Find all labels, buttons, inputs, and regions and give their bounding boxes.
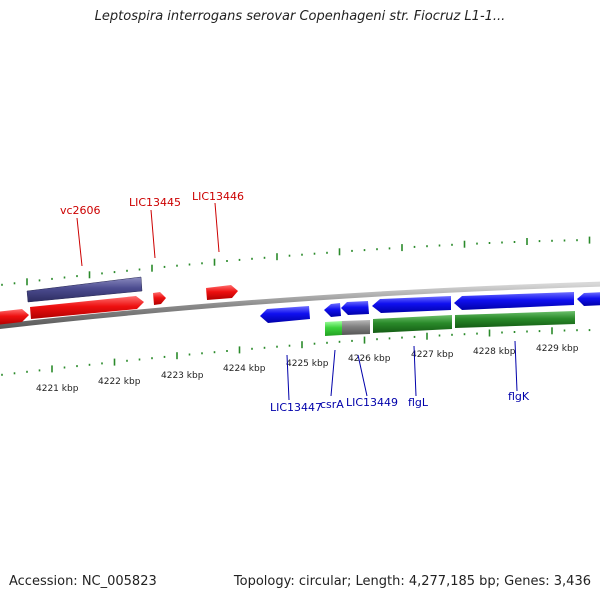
gene-label-lic13447[interactable]: LIC13447: [270, 401, 322, 414]
gene-label-csra[interactable]: csrA: [320, 398, 344, 411]
genome-backbone: [0, 281, 600, 329]
gene-arrow-reverse[interactable]: [372, 296, 451, 313]
position-label: 4222 kbp: [98, 377, 141, 387]
outer-position-ticks: [1, 236, 591, 286]
gene-arrow-forward[interactable]: [206, 285, 238, 300]
accession-text: Accession: NC_005823: [9, 574, 157, 589]
reverse-gene-labels: LIC13447 csrA LIC13449 flgL flgK: [270, 390, 530, 414]
gene-label-flgk[interactable]: flgK: [508, 390, 530, 403]
position-label: 4229 kbp: [536, 344, 579, 354]
position-label: 4228 kbp: [473, 347, 516, 357]
position-label: 4221 kbp: [36, 384, 79, 394]
reverse-strand-features: [260, 292, 600, 336]
forward-strand-features: [0, 276, 238, 325]
gene-label-flgl[interactable]: flgL: [408, 396, 429, 409]
position-labels: 4221 kbp 4222 kbp 4223 kbp 4224 kbp 4225…: [36, 344, 579, 394]
label-leader-lines: [76, 202, 518, 401]
gene-arrow-reverse[interactable]: [577, 292, 600, 306]
gene-label-vc2606[interactable]: vc2606: [60, 204, 101, 217]
gene-arrow-forward[interactable]: [153, 292, 166, 305]
gene-arrow-reverse[interactable]: [454, 292, 574, 310]
gene-label-lic13446[interactable]: LIC13446: [192, 190, 244, 203]
position-label: 4225 kbp: [286, 359, 329, 369]
gene-bar[interactable]: [373, 315, 452, 333]
gene-label-lic13449[interactable]: LIC13449: [346, 396, 398, 409]
gene-arrow-reverse[interactable]: [260, 306, 310, 323]
position-label: 4226 kbp: [348, 354, 391, 364]
position-label: 4223 kbp: [161, 371, 204, 381]
gene-arrow-forward[interactable]: [30, 296, 144, 319]
gene-bar[interactable]: [342, 320, 370, 335]
gene-label-lic13445[interactable]: LIC13445: [129, 196, 181, 209]
gene-arrow-forward[interactable]: [26, 276, 143, 303]
inner-position-ticks: [1, 327, 591, 376]
gene-arrow-reverse[interactable]: [324, 303, 341, 317]
gene-arrow-reverse[interactable]: [341, 301, 369, 315]
position-label: 4224 kbp: [223, 364, 266, 374]
gene-bar[interactable]: [325, 321, 342, 336]
forward-gene-labels: vc2606 LIC13445 LIC13446: [60, 190, 244, 217]
gene-arrow-forward[interactable]: [0, 309, 29, 325]
genome-summary-text: Topology: circular; Length: 4,277,185 bp…: [233, 574, 591, 589]
position-label: 4227 kbp: [411, 350, 454, 360]
gene-bar[interactable]: [455, 311, 575, 328]
map-title: Leptospira interrogans serovar Copenhage…: [94, 9, 506, 24]
